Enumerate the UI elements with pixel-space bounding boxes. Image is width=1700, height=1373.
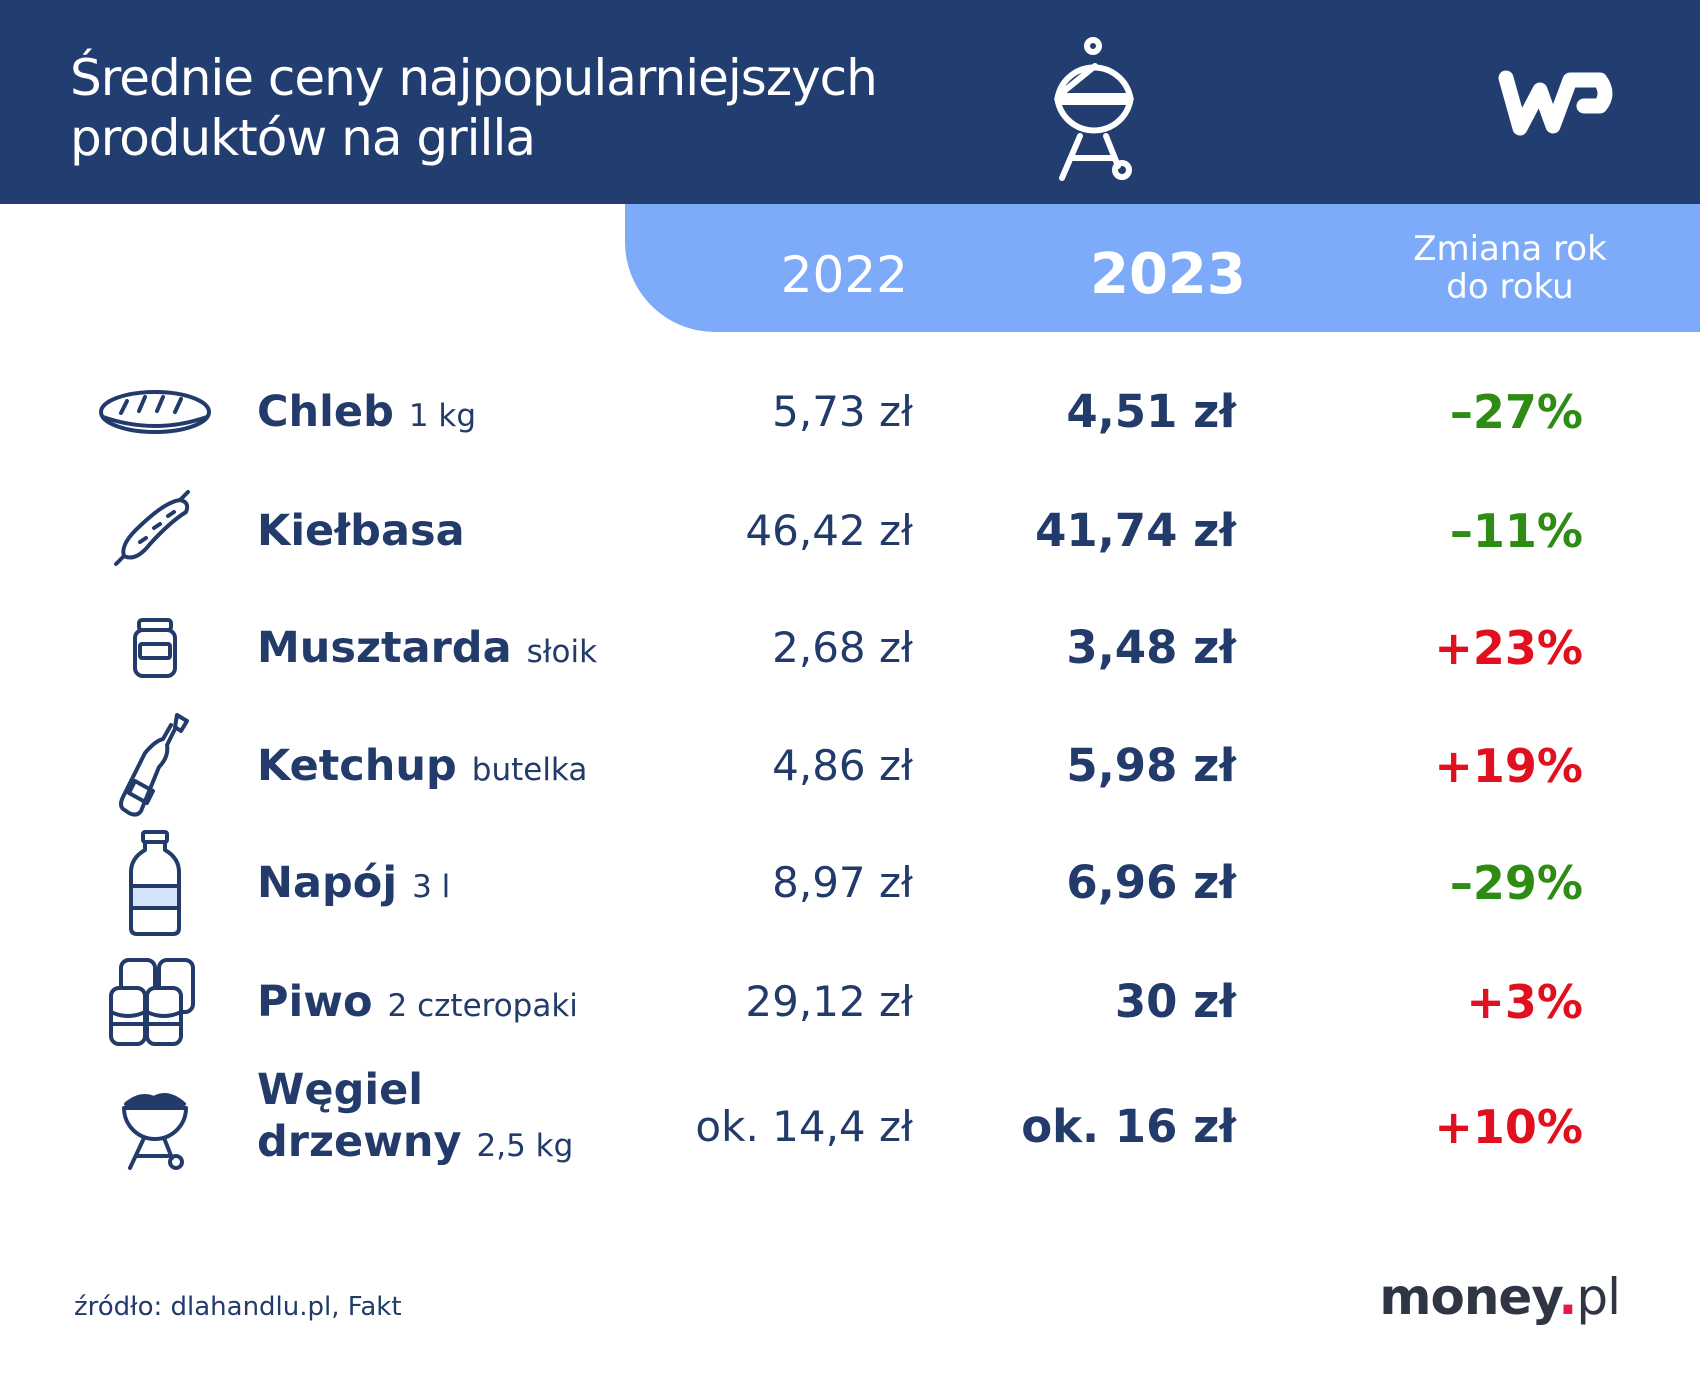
product-unit: słoik — [526, 634, 598, 670]
title-line-2: produktów na grilla — [70, 109, 536, 167]
price-2023: 3,48 zł — [1066, 621, 1236, 674]
price-2023: 41,74 zł — [1035, 504, 1236, 557]
title-line-1: Średnie ceny najpopularniejszych — [70, 49, 878, 107]
product-label: Ketchup — [257, 741, 457, 791]
change-percent: +10% — [1434, 1100, 1583, 1154]
sausage-icon — [95, 481, 215, 581]
product-label: Napój — [257, 858, 398, 908]
brand-main: money — [1379, 1268, 1559, 1326]
column-header-band — [625, 204, 1700, 332]
change-header-line-2: do roku — [1446, 267, 1574, 307]
source-note: źródło: dlahandlu.pl, Fakt — [74, 1292, 402, 1322]
product-unit: butelka — [471, 752, 588, 788]
change-percent: +3% — [1466, 975, 1583, 1029]
product-name: Kiełbasa — [257, 506, 465, 556]
product-unit: 1 kg — [408, 398, 477, 434]
product-unit: 2,5 kg — [476, 1128, 574, 1164]
bottle-icon — [95, 713, 215, 817]
price-2023: 4,51 zł — [1066, 385, 1236, 438]
grill-icon — [95, 1077, 215, 1177]
product-label: Piwo — [257, 977, 373, 1027]
change-percent: –29% — [1449, 856, 1583, 910]
price-2022: 8,97 zł — [772, 858, 913, 907]
column-header-change: Zmiana rok do roku — [1400, 230, 1620, 306]
product-name: Chleb 1 kg — [257, 387, 476, 437]
table-row: Napój 3 l 8,97 zł 6,96 zł –29% — [0, 828, 1700, 938]
price-2022: 29,12 zł — [745, 977, 913, 1026]
price-2022: 4,86 zł — [772, 741, 913, 790]
header-banner: Średnie ceny najpopularniejszych produkt… — [0, 0, 1700, 204]
product-name: Musztarda słoik — [257, 623, 597, 673]
change-percent: –27% — [1449, 385, 1583, 439]
product-label-2: drzewny — [257, 1117, 462, 1167]
table-row: Węgiel drzewny 2,5 kg ok. 14,4 zł ok. 16 … — [0, 1065, 1700, 1182]
wp-logo — [1498, 70, 1613, 136]
beer-cans-icon — [95, 952, 215, 1052]
bread-icon — [95, 362, 215, 462]
price-2023: ok. 16 zł — [1021, 1100, 1236, 1153]
grill-icon — [1054, 37, 1134, 181]
product-label: Węgiel — [257, 1065, 424, 1115]
change-header-line-1: Zmiana rok — [1413, 229, 1607, 269]
price-2022: 2,68 zł — [772, 623, 913, 672]
jar-icon — [95, 598, 215, 698]
change-percent: –11% — [1449, 504, 1583, 558]
brand-dot: . — [1558, 1268, 1577, 1326]
drink-bottle-icon — [95, 830, 215, 936]
product-name: Ketchup butelka — [257, 741, 587, 791]
table-row: Ketchup butelka 4,86 zł 5,98 zł +19% — [0, 711, 1700, 821]
product-label: Kiełbasa — [257, 506, 465, 556]
product-unit: 2 czteropaki — [387, 988, 578, 1024]
table-row: Chleb 1 kg 5,73 zł 4,51 zł –27% — [0, 357, 1700, 467]
product-name: Węgiel drzewny 2,5 kg — [257, 1064, 573, 1172]
product-unit: 3 l — [412, 869, 451, 905]
price-2022: 46,42 zł — [745, 506, 913, 555]
page-title: Średnie ceny najpopularniejszych produkt… — [70, 48, 878, 168]
column-header-2023: 2023 — [1090, 242, 1246, 307]
price-2023: 6,96 zł — [1066, 856, 1236, 909]
change-percent: +23% — [1434, 621, 1583, 675]
product-label: Musztarda — [257, 623, 512, 673]
product-label: Chleb — [257, 387, 394, 437]
product-name: Piwo 2 czteropaki — [257, 977, 578, 1027]
table-row: Piwo 2 czteropaki 29,12 zł 30 zł +3% — [0, 947, 1700, 1057]
brand-tld: pl — [1576, 1268, 1621, 1326]
product-name: Napój 3 l — [257, 858, 450, 908]
change-percent: +19% — [1434, 739, 1583, 793]
price-2023: 5,98 zł — [1066, 739, 1236, 792]
column-header-2022: 2022 — [780, 246, 908, 304]
table-row: Kiełbasa 46,42 zł 41,74 zł –11% — [0, 476, 1700, 586]
price-2022: ok. 14,4 zł — [695, 1102, 913, 1151]
table-row: Musztarda słoik 2,68 zł 3,48 zł +23% — [0, 593, 1700, 703]
money-pl-logo: money.pl — [1379, 1268, 1621, 1326]
price-2023: 30 zł — [1114, 975, 1236, 1028]
price-2022: 5,73 zł — [772, 387, 913, 436]
